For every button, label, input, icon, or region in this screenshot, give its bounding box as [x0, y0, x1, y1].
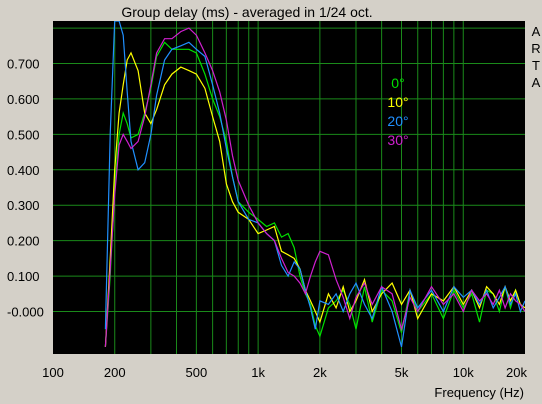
legend-entry: 30°: [387, 132, 408, 148]
legend-entry: 20°: [387, 113, 408, 129]
series-line-3: [104, 27, 525, 347]
y-tick-label: 0.200: [7, 234, 40, 249]
y-tick-label: 0.100: [7, 269, 40, 284]
x-tick-label: 200: [104, 365, 126, 380]
y-tick-label: -0.000: [7, 304, 44, 319]
y-tick-label: 0.300: [7, 198, 40, 213]
legend: 0° 10° 20° 30°: [387, 75, 408, 148]
chart-title: Group delay (ms) - averaged in 1/24 oct.: [121, 4, 372, 20]
side-letter: A: [532, 24, 541, 39]
plot-area: [53, 21, 525, 354]
y-tick-label: 0.700: [7, 57, 40, 72]
x-axis-ticks: 100 200 500 1k 2k 5k 10k 20k: [42, 365, 527, 380]
series-line-0: [104, 41, 525, 347]
x-tick-label: 2k: [313, 365, 327, 380]
x-tick-label: 500: [186, 365, 208, 380]
x-tick-label: 5k: [395, 365, 409, 380]
side-letter: T: [532, 58, 540, 73]
y-axis-ticks: 0.700 0.600 0.500 0.400 0.300 0.200 0.100 -0.00…: [7, 57, 44, 320]
y-tick-label: 0.600: [7, 92, 40, 107]
side-letter: A: [532, 75, 541, 90]
legend-entry: 10°: [387, 94, 408, 110]
legend-entry: 0°: [391, 75, 404, 91]
series-layer: [104, 21, 525, 348]
y-tick-label: 0.500: [7, 127, 40, 142]
x-tick-label: 10k: [453, 365, 474, 380]
x-axis-label: Frequency (Hz): [434, 385, 524, 400]
side-letter: R: [531, 41, 540, 56]
x-tick-label: 1k: [251, 365, 265, 380]
x-tick-label: 20k: [506, 365, 527, 380]
x-tick-label: 100: [42, 365, 64, 380]
y-tick-label: 0.400: [7, 163, 40, 178]
series-line-2: [104, 21, 525, 348]
